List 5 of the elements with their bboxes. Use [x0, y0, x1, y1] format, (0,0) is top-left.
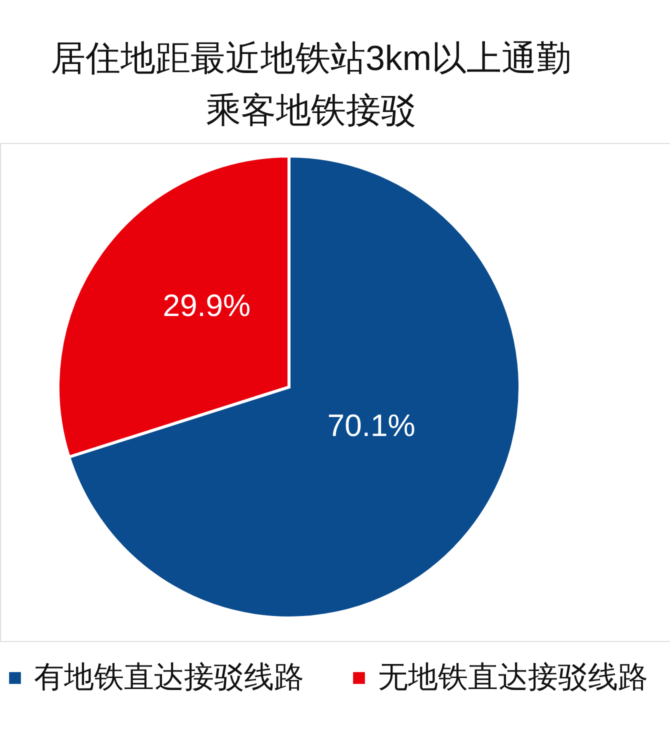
- legend-label: 无地铁直达接驳线路: [378, 661, 648, 694]
- legend-label: 有地铁直达接驳线路: [34, 661, 304, 694]
- chart-title: 居住地距最近地铁站3km以上通勤乘客地铁接驳: [50, 39, 572, 130]
- data-label: 70.1%: [327, 408, 416, 444]
- data-label: 29.9%: [162, 288, 251, 323]
